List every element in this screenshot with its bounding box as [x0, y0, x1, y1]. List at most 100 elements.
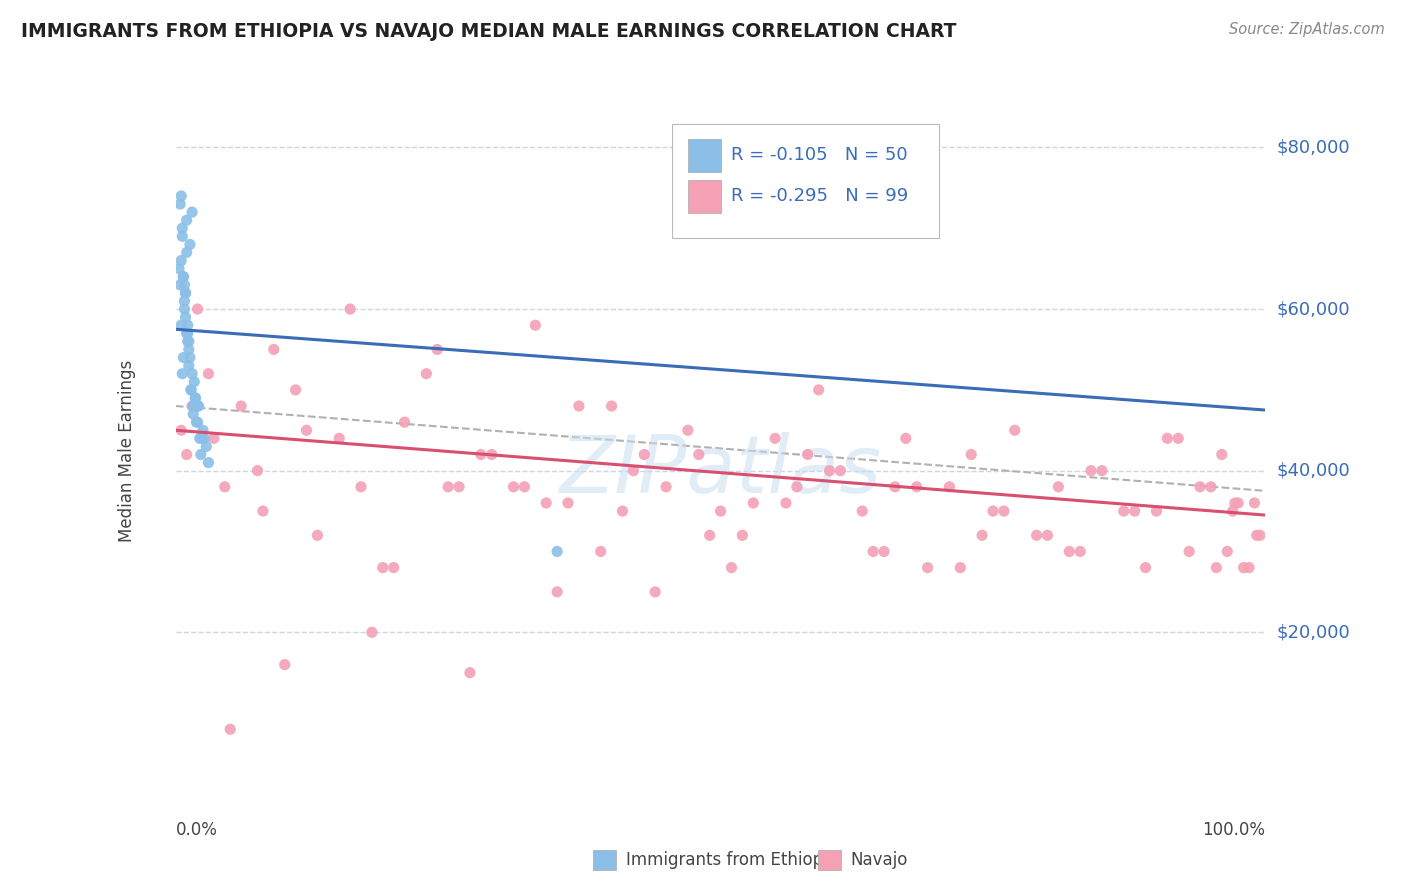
Point	[851, 504, 873, 518]
Text: Immigrants from Ethiopia: Immigrants from Ethiopia	[626, 851, 838, 869]
Text: 100.0%: 100.0%	[1202, 822, 1265, 839]
Point	[894, 431, 917, 445]
Point	[524, 318, 547, 333]
Point	[481, 448, 503, 462]
Point	[600, 399, 623, 413]
Point	[180, 383, 202, 397]
Point	[612, 504, 634, 518]
Point	[1223, 496, 1246, 510]
Point	[917, 560, 939, 574]
Text: 0.0%: 0.0%	[176, 822, 218, 839]
Point	[219, 723, 242, 737]
Point	[172, 367, 194, 381]
Point	[177, 334, 200, 349]
Point	[1189, 480, 1212, 494]
Point	[763, 431, 786, 445]
Point	[176, 213, 198, 227]
Point	[181, 399, 204, 413]
Point	[177, 326, 200, 341]
Point	[173, 277, 195, 292]
Point	[202, 431, 225, 445]
Point	[546, 544, 568, 558]
Point	[470, 448, 492, 462]
Point	[246, 464, 269, 478]
Point	[274, 657, 297, 672]
Point	[818, 464, 841, 478]
Point	[188, 431, 211, 445]
Point	[502, 480, 524, 494]
Point	[186, 415, 209, 429]
Point	[191, 431, 214, 445]
Point	[197, 367, 219, 381]
Point	[328, 431, 350, 445]
Point	[181, 367, 204, 381]
Point	[905, 480, 928, 494]
Point	[170, 253, 193, 268]
Point	[1080, 464, 1102, 478]
Point	[1233, 560, 1256, 574]
Point	[174, 310, 197, 325]
Point	[731, 528, 754, 542]
Point	[371, 560, 394, 574]
Point	[169, 197, 191, 211]
Point	[938, 480, 960, 494]
Point	[447, 480, 470, 494]
Point	[1222, 504, 1244, 518]
Point	[1123, 504, 1146, 518]
Text: $60,000: $60,000	[1277, 300, 1350, 318]
Point	[361, 625, 384, 640]
Point	[830, 464, 852, 478]
Point	[177, 318, 200, 333]
Point	[181, 407, 204, 421]
Point	[786, 480, 808, 494]
Point	[394, 415, 416, 429]
Point	[797, 448, 820, 462]
Point	[557, 496, 579, 510]
Point	[170, 318, 193, 333]
Point	[170, 423, 193, 437]
FancyBboxPatch shape	[688, 138, 721, 171]
Point	[415, 367, 437, 381]
Point	[1112, 504, 1135, 518]
Point	[172, 229, 194, 244]
Point	[179, 237, 201, 252]
Point	[655, 480, 678, 494]
Point	[176, 326, 198, 341]
Point	[214, 480, 236, 494]
Point	[173, 301, 195, 316]
Point	[1199, 480, 1222, 494]
Text: $80,000: $80,000	[1277, 138, 1350, 156]
Point	[775, 496, 797, 510]
Point	[184, 391, 207, 405]
Point	[1216, 544, 1239, 558]
Point	[1059, 544, 1081, 558]
Point	[437, 480, 460, 494]
Point	[191, 423, 214, 437]
Point	[167, 261, 190, 276]
Point	[1243, 496, 1265, 510]
Point	[177, 343, 200, 357]
Point	[252, 504, 274, 518]
Point	[179, 351, 201, 365]
Point	[186, 399, 209, 413]
Point	[197, 456, 219, 470]
Point	[382, 560, 405, 574]
Point	[184, 391, 207, 405]
Point	[1246, 528, 1268, 542]
Point	[231, 399, 253, 413]
Point	[513, 480, 536, 494]
Point	[1167, 431, 1189, 445]
Point	[1036, 528, 1059, 542]
Point	[1249, 528, 1271, 542]
Text: $40,000: $40,000	[1277, 462, 1350, 480]
FancyBboxPatch shape	[688, 180, 721, 213]
Point	[169, 277, 191, 292]
Text: R = -0.295   N = 99: R = -0.295 N = 99	[731, 187, 908, 205]
Text: IMMIGRANTS FROM ETHIOPIA VS NAVAJO MEDIAN MALE EARNINGS CORRELATION CHART: IMMIGRANTS FROM ETHIOPIA VS NAVAJO MEDIA…	[21, 22, 956, 41]
Point	[1047, 480, 1070, 494]
Point	[568, 399, 591, 413]
Point	[633, 448, 655, 462]
Point	[993, 504, 1015, 518]
Point	[534, 496, 557, 510]
Point	[187, 399, 209, 413]
